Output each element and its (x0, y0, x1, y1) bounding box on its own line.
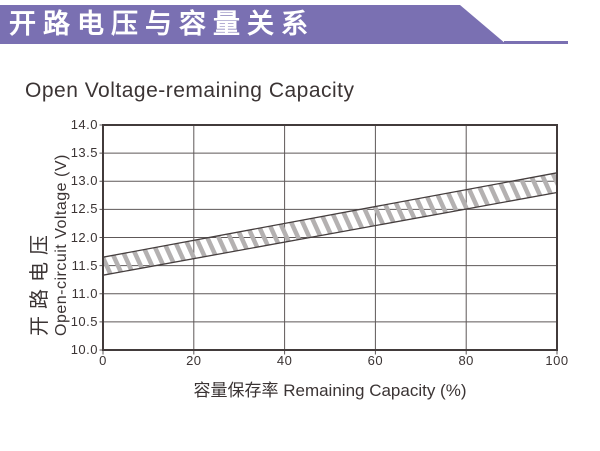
y-tick-label: 10.0 (70, 342, 98, 357)
section-banner-title: 开路电压与容量关系 (9, 9, 315, 39)
y-tick-label: 13.0 (70, 173, 98, 189)
y-tick-label: 12.0 (70, 229, 98, 245)
chart-title: Open Voltage-remaining Capacity (25, 79, 355, 102)
plot-area (99, 124, 558, 355)
section-banner: 开路电压与容量关系 (0, 5, 506, 44)
y-tick-label: 14.0 (70, 117, 98, 132)
y-tick-label: 12.5 (70, 201, 98, 217)
x-tick-label: 80 (458, 353, 474, 368)
y-tick-label: 10.5 (70, 313, 98, 329)
y-tick-label: 11.5 (71, 257, 98, 273)
y-tick-label: 11.0 (71, 285, 98, 301)
x-tick-label: 0 (99, 353, 107, 368)
banner-tail-line (504, 41, 568, 44)
x-axis-title: 容量保存率 Remaining Capacity (%) (193, 381, 467, 400)
y-axis-title-cn: 开路电压 (29, 228, 51, 336)
x-tick-label: 40 (276, 353, 293, 368)
x-tick-label: 60 (367, 353, 384, 368)
y-tick-label: 13.5 (70, 145, 98, 161)
x-tick-label: 20 (186, 353, 202, 368)
x-tick-label: 100 (545, 353, 569, 368)
